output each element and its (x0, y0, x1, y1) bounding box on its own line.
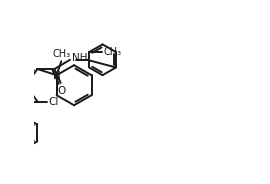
Text: N: N (53, 71, 61, 81)
Text: CH₃: CH₃ (53, 49, 71, 59)
Text: O: O (57, 86, 66, 96)
Text: Cl: Cl (49, 97, 59, 107)
Text: NH: NH (72, 53, 87, 63)
Text: CH₃: CH₃ (103, 47, 121, 57)
